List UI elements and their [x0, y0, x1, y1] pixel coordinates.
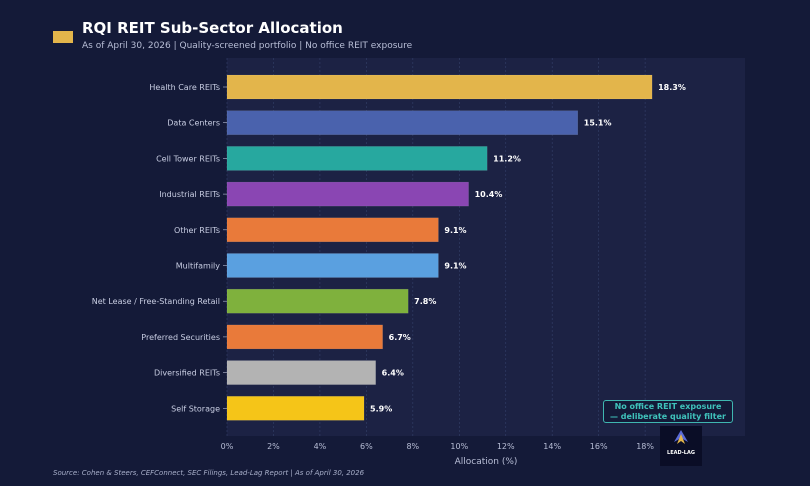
- category-label: Other REITs: [174, 226, 220, 235]
- chart-subtitle: As of April 30, 2026 | Quality-screened …: [82, 41, 413, 51]
- lead-lag-logo-icon: LEAD-LAG: [660, 426, 702, 466]
- category-label: Diversified REITs: [154, 369, 220, 378]
- bars-group: 18.3% 15.1% 11.2% 10.4% 9.1% 9.1% 7.8% 6.7% 6.4%…: [226, 74, 686, 421]
- bar-value-label: 6.4%: [382, 369, 404, 378]
- bar-value-label: 18.3%: [658, 83, 686, 92]
- category-label: Preferred Securities: [141, 333, 220, 342]
- x-tick-label: 14%: [543, 442, 561, 451]
- grid-lines: [226, 58, 646, 436]
- category-label: Industrial REITs: [159, 190, 220, 199]
- bar: [226, 217, 439, 243]
- bar-value-label: 9.1%: [444, 226, 466, 235]
- x-tick-label: 10%: [450, 442, 468, 451]
- bar-value-label: 11.2%: [493, 154, 521, 163]
- x-axis-label: Allocation (%): [455, 457, 518, 467]
- chart-title: RQI REIT Sub-Sector Allocation: [82, 19, 343, 37]
- category-label: Multifamily: [176, 262, 221, 271]
- bar-value-label: 5.9%: [370, 404, 392, 413]
- bar: [226, 253, 439, 278]
- bar: [226, 360, 376, 385]
- title-swatch: [53, 31, 73, 43]
- category-label: Health Care REITs: [149, 83, 220, 92]
- bar: [226, 324, 383, 350]
- x-tick-labels: 0% 2% 4% 6% 8% 10% 12% 14% 16% 18%: [221, 442, 655, 451]
- x-tick-label: 2%: [267, 442, 280, 451]
- bar-value-label: 6.7%: [389, 333, 411, 342]
- category-label: Net Lease / Free-Standing Retail: [92, 297, 220, 306]
- category-label: Self Storage: [171, 404, 220, 413]
- annotation-line-1: No office REIT exposure: [614, 402, 722, 411]
- logo-text: LEAD-LAG: [667, 450, 695, 456]
- x-tick-label: 0%: [221, 442, 234, 451]
- x-tick-label: 18%: [636, 442, 654, 451]
- bar: [226, 181, 469, 207]
- bar: [226, 110, 579, 135]
- source-note: Source: Cohen & Steers, CEFConnect, SEC …: [53, 469, 365, 477]
- eagle-icon: [674, 430, 688, 444]
- annotation-line-2: — deliberate quality filter: [610, 412, 726, 421]
- bar-value-label: 15.1%: [584, 119, 612, 128]
- x-tick-label: 8%: [406, 442, 419, 451]
- x-tick-label: 16%: [590, 442, 608, 451]
- annotation-box: No office REIT exposure — deliberate qua…: [603, 400, 733, 423]
- x-tick-label: 6%: [360, 442, 373, 451]
- x-tick-label: 4%: [314, 442, 327, 451]
- category-label: Cell Tower REITs: [156, 154, 220, 163]
- bar-value-label: 10.4%: [475, 190, 503, 199]
- bar: [226, 396, 365, 421]
- category-labels: Health Care REITs Data Centers Cell Tower …: [92, 83, 227, 413]
- bar-value-label: 7.8%: [414, 297, 436, 306]
- bar-value-label: 9.1%: [444, 262, 466, 271]
- category-label: Data Centers: [167, 119, 220, 128]
- bar: [226, 74, 653, 100]
- bar: [226, 146, 488, 171]
- x-tick-label: 12%: [497, 442, 515, 451]
- bar: [226, 288, 409, 314]
